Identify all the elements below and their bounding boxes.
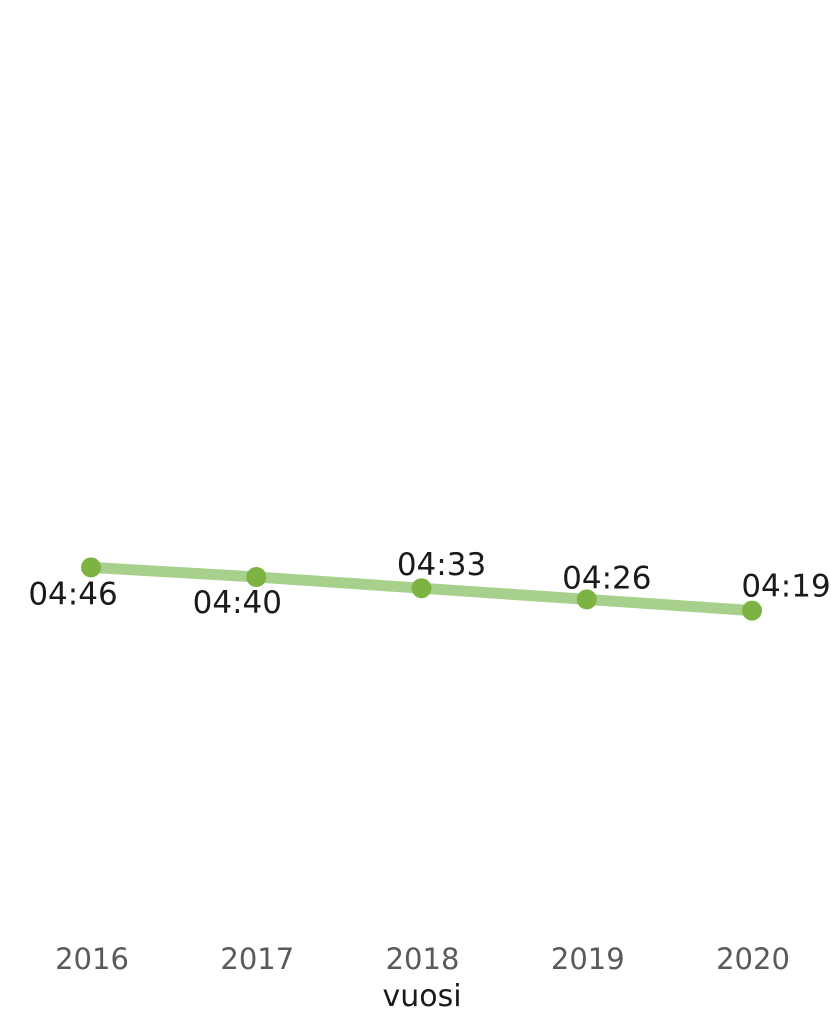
data-label-2019: 04:26 [562,560,651,596]
data-label-2017: 04:40 [193,585,282,621]
series-marker-layer [81,557,762,621]
x-tick-label-2017: 2017 [220,942,294,976]
data-point-2020 [742,600,762,621]
x-tick-label-2018: 2018 [386,942,460,976]
data-label-2020: 04:19 [741,569,830,605]
data-point-2018 [411,578,432,599]
data-label-2018: 04:33 [397,547,486,583]
data-point-2019 [576,589,597,610]
data-point-2017 [246,567,267,587]
data-point-2016 [81,557,101,578]
x-tick-label-2020: 2020 [716,942,790,976]
x-axis-title: vuosi [382,979,461,1014]
x-axis-tick-labels: 2016 2017 2018 2019 2020 [55,942,790,976]
data-label-2016: 04:46 [28,576,117,612]
data-label-layer: 04:46 04:40 04:33 04:26 04:19 [28,547,830,621]
x-tick-label-2016: 2016 [55,942,129,976]
x-tick-label-2019: 2019 [551,942,625,976]
